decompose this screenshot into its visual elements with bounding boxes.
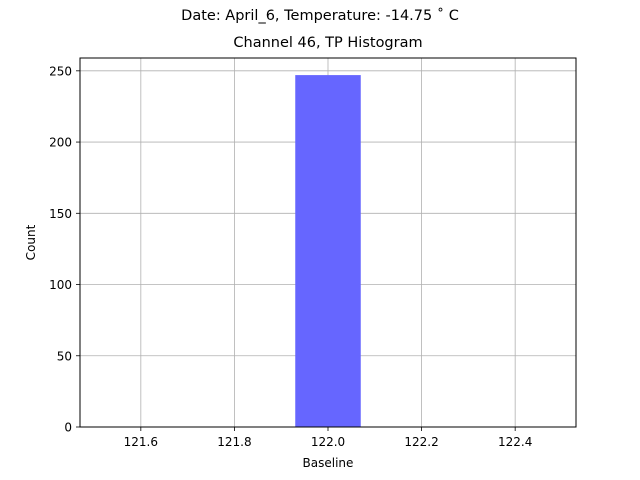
x-tick-label: 122.4: [498, 435, 532, 449]
y-tick-label: 150: [49, 207, 72, 221]
plot-frame: [79, 57, 577, 428]
chart-title: Channel 46, TP Histogram: [233, 35, 423, 51]
x-axis-label: Baseline: [303, 456, 354, 470]
y-tick-label: 0: [64, 421, 72, 435]
ticks: 121.6 121.8 122.0 122.2 122.4 0 50 100 150 200 250: [49, 64, 532, 449]
y-tick-label: 50: [57, 349, 72, 363]
x-tick-label: 122.2: [404, 435, 438, 449]
y-tick-label: 200: [49, 136, 72, 150]
figure-suptitle: Date: April_6, Temperature: -14.75 ˚ C: [181, 8, 459, 24]
histogram-bar: [295, 75, 361, 427]
bars: [295, 75, 361, 427]
y-tick-label: 100: [49, 278, 72, 292]
y-axis-label: Count: [24, 224, 38, 260]
y-tick-label: 250: [49, 64, 72, 78]
x-tick-label: 121.8: [217, 435, 251, 449]
x-tick-label: 122.0: [311, 435, 345, 449]
x-tick-label: 121.6: [124, 435, 158, 449]
